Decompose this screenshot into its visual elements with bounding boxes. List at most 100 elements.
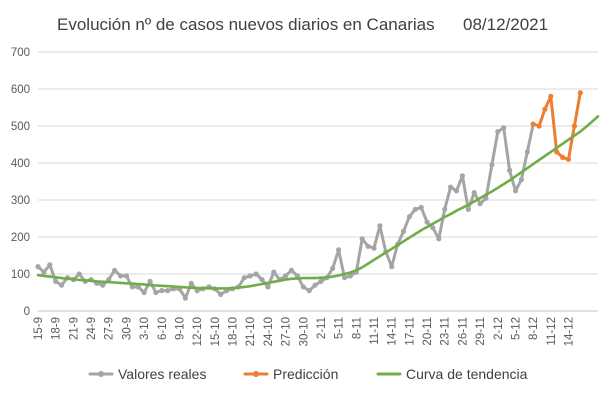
data-point xyxy=(389,264,395,270)
data-point xyxy=(565,156,572,162)
data-point xyxy=(501,125,507,131)
data-point xyxy=(53,278,59,284)
data-point xyxy=(448,184,454,190)
x-tick-label: 20-11 xyxy=(422,317,434,346)
data-point xyxy=(406,214,412,220)
data-point xyxy=(477,201,483,207)
data-point xyxy=(47,262,53,268)
x-tick-label: 15-9 xyxy=(33,317,45,340)
data-point xyxy=(560,154,566,160)
data-point xyxy=(571,123,578,129)
x-tick-label: 23-11 xyxy=(440,317,452,346)
data-point xyxy=(418,204,424,210)
data-point xyxy=(518,177,525,183)
data-point xyxy=(265,284,271,290)
data-point xyxy=(365,243,371,249)
data-point xyxy=(188,280,194,286)
x-tick-label: 17-11 xyxy=(404,317,416,346)
x-tick-label: 11-12 xyxy=(546,317,558,346)
data-point xyxy=(135,284,141,290)
x-tick-label: 8-11 xyxy=(351,317,363,339)
data-point xyxy=(495,129,501,135)
data-point xyxy=(59,282,65,288)
data-point xyxy=(218,291,224,297)
data-point xyxy=(412,206,418,212)
data-point xyxy=(465,206,471,212)
legend-marker xyxy=(253,371,259,377)
data-point xyxy=(306,288,312,294)
y-tick-label: 400 xyxy=(11,158,30,170)
x-tick-label: 15-10 xyxy=(210,317,222,346)
data-point xyxy=(489,162,495,168)
data-point xyxy=(341,275,348,281)
data-point xyxy=(100,282,106,288)
x-tick-label: 12-10 xyxy=(192,317,204,346)
data-point xyxy=(76,271,82,277)
data-point xyxy=(430,225,436,231)
data-point xyxy=(577,90,583,96)
data-point xyxy=(288,267,295,273)
y-tick-label: 200 xyxy=(11,232,30,244)
data-point xyxy=(377,223,383,229)
data-point xyxy=(554,149,560,155)
x-tick-label: 3-10 xyxy=(139,317,151,340)
chart-date-label: 08/12/2021 xyxy=(463,15,548,34)
chart-title: Evolución nº de casos nuevos diarios en … xyxy=(57,15,435,34)
y-axis: 0 100 200 300 400 500 600 700 xyxy=(11,47,30,318)
series-line xyxy=(36,122,535,300)
legend-label: Valores reales xyxy=(118,366,206,382)
data-point xyxy=(400,228,407,234)
data-point xyxy=(336,247,342,253)
data-point xyxy=(241,275,247,281)
data-point xyxy=(35,264,41,270)
x-tick-label: 24-10 xyxy=(263,317,275,346)
data-point xyxy=(318,278,324,284)
legend-label: Predicción xyxy=(273,366,338,382)
data-point xyxy=(112,267,118,273)
legend-item: Valores reales xyxy=(88,366,206,382)
data-point xyxy=(182,295,188,301)
data-point xyxy=(147,278,153,284)
data-point xyxy=(300,284,306,290)
data-point xyxy=(153,289,159,296)
y-tick-label: 0 xyxy=(24,306,30,318)
data-point xyxy=(271,269,277,275)
data-point xyxy=(512,188,519,194)
data-point xyxy=(436,236,442,242)
data-point xyxy=(471,190,477,196)
data-point xyxy=(159,288,165,294)
x-tick-label: 30-10 xyxy=(298,317,310,346)
data-point xyxy=(453,188,460,194)
y-tick-label: 500 xyxy=(11,121,30,133)
legend-marker xyxy=(98,371,104,377)
x-tick-label: 14-12 xyxy=(564,317,576,346)
data-point xyxy=(129,284,135,290)
data-point xyxy=(123,273,129,279)
x-tick-label: 11-11 xyxy=(369,317,381,345)
x-tick-label: 27-9 xyxy=(104,317,116,340)
legend: Valores reales Predicción Curva de tendenc… xyxy=(88,366,528,382)
x-tick-label: 5-12 xyxy=(510,317,522,340)
data-point xyxy=(548,93,554,99)
data-point xyxy=(312,282,318,288)
y-tick-label: 600 xyxy=(11,84,30,96)
data-point xyxy=(117,273,124,279)
data-point xyxy=(253,271,259,277)
y-tick-label: 100 xyxy=(11,269,30,281)
series-curva-de-tendencia xyxy=(36,115,600,290)
data-point xyxy=(507,167,513,173)
x-tick-label: 14-11 xyxy=(387,317,399,346)
data-point xyxy=(530,121,536,127)
series-line xyxy=(36,115,600,290)
x-tick-label: 29-11 xyxy=(475,317,487,346)
x-tick-label: 21-10 xyxy=(245,317,257,346)
x-tick-label: 18-9 xyxy=(51,317,63,340)
x-tick-label: 2-12 xyxy=(493,317,505,340)
data-point xyxy=(359,236,365,242)
legend-item: Predicción xyxy=(243,366,338,382)
y-tick-label: 300 xyxy=(11,195,30,207)
data-point xyxy=(283,273,289,279)
data-point xyxy=(371,245,377,251)
x-tick-label: 6-10 xyxy=(157,317,169,340)
data-point xyxy=(330,265,336,271)
